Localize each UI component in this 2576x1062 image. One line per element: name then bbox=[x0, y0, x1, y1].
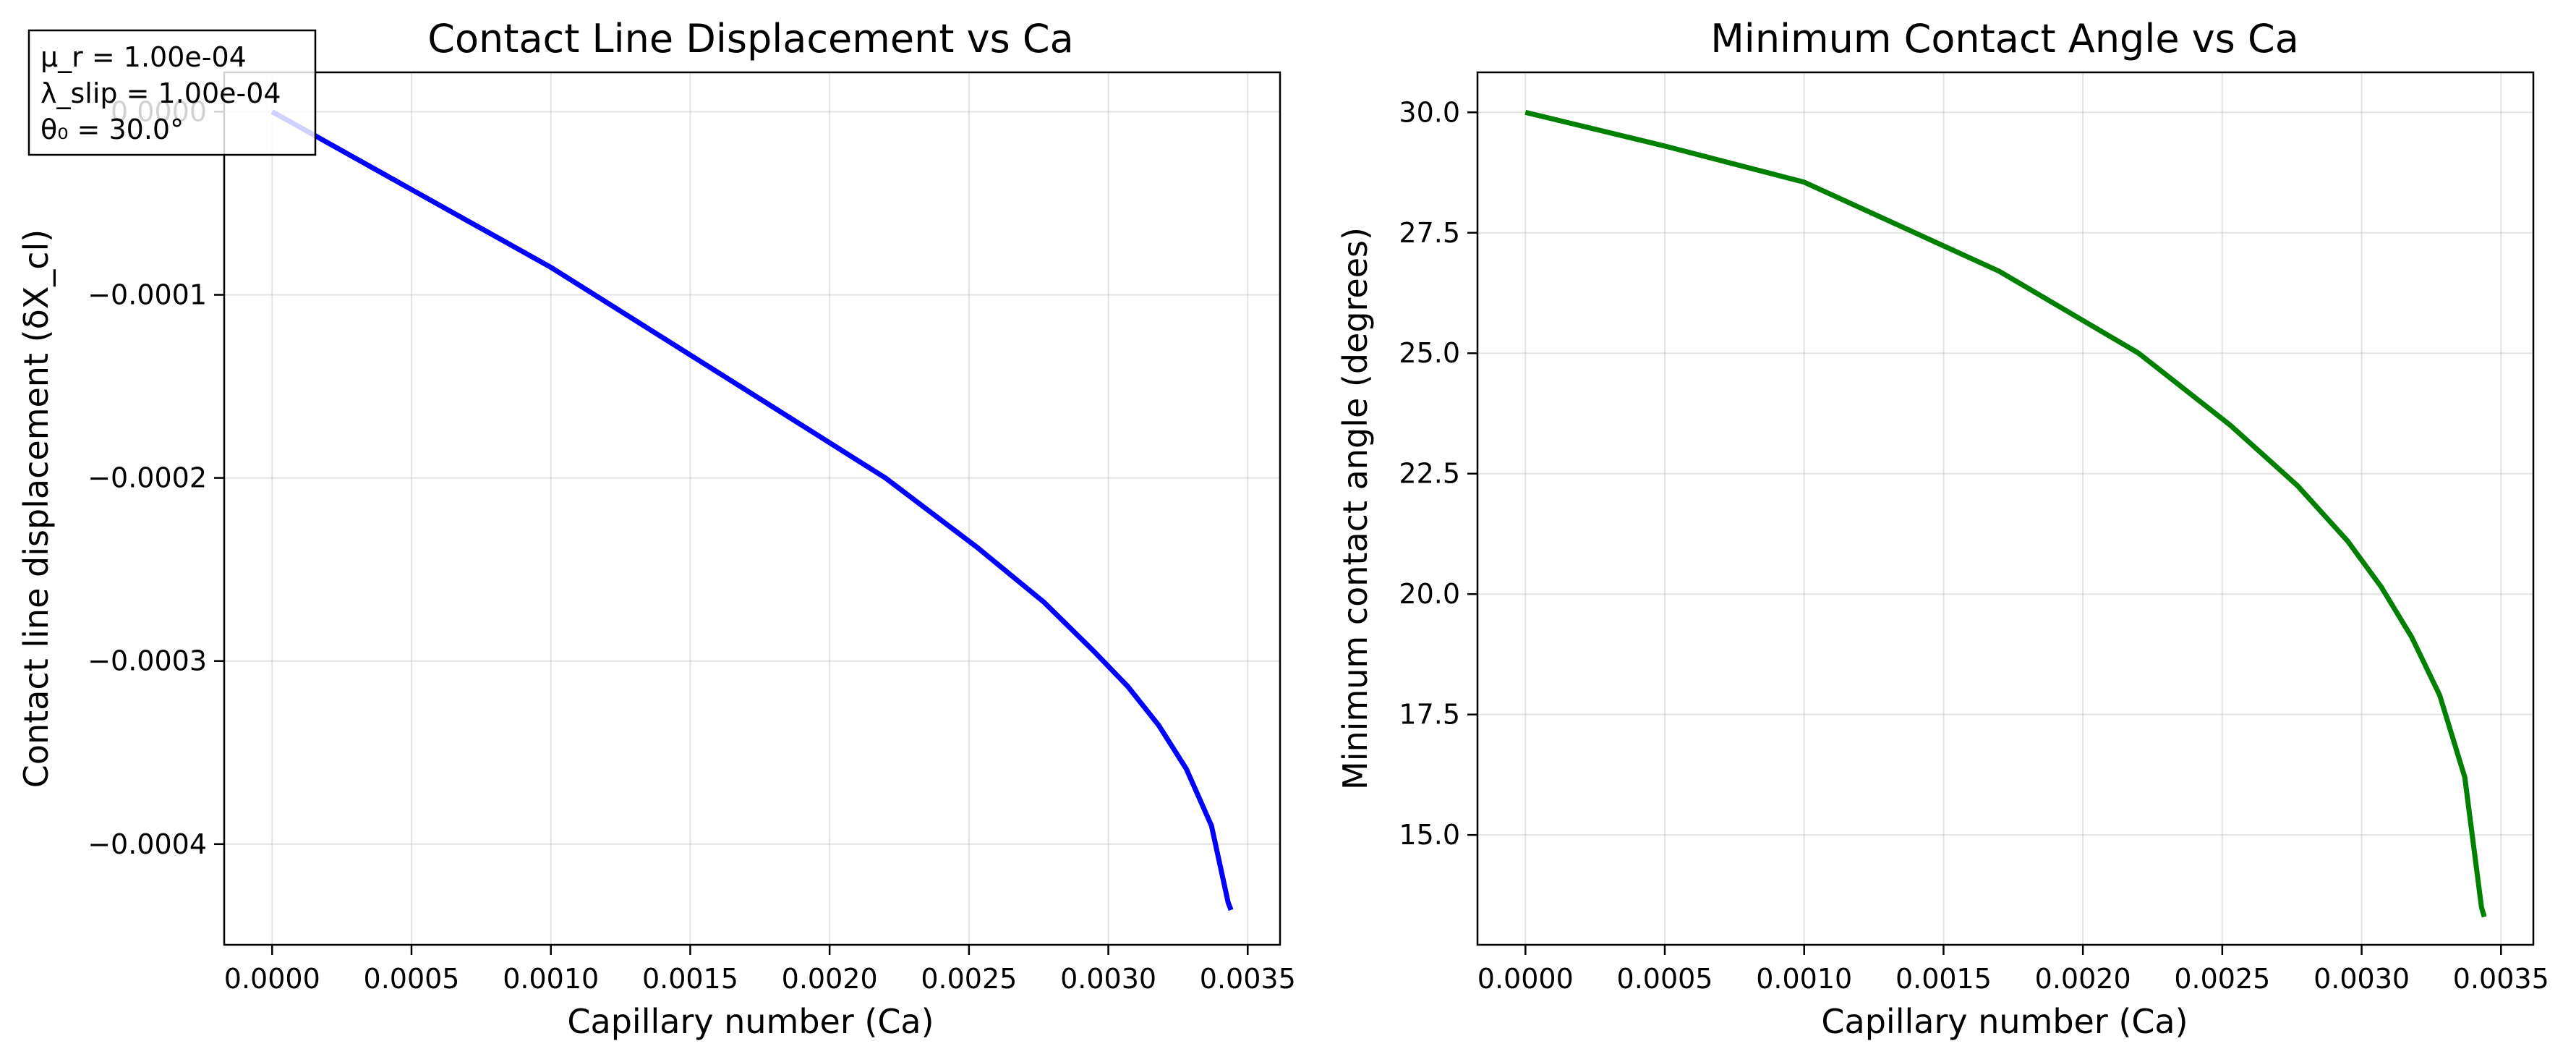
contact-angle-chart: Minimum Contact Angle vs Ca 0.0000 0.0005… bbox=[1336, 16, 2549, 1041]
y-tick-label: −0.0001 bbox=[88, 279, 207, 311]
x-tick-label: 0.0020 bbox=[2035, 963, 2131, 995]
y-tick-label: 22.5 bbox=[1399, 458, 1460, 490]
x-tick-label: 0.0015 bbox=[642, 963, 738, 995]
plot-frame bbox=[223, 71, 1281, 946]
y-axis-label: Contact line displacement (δX_cl) bbox=[17, 229, 56, 788]
y-axis-label: Minimum contact angle (degrees) bbox=[1336, 227, 1375, 790]
x-axis-label: Capillary number (Ca) bbox=[1821, 1002, 2188, 1041]
annotation-line: μ_r = 1.00e-04 bbox=[40, 41, 247, 73]
x-tick-label: 0.0000 bbox=[1477, 963, 1574, 995]
x-tick-label: 0.0030 bbox=[1060, 963, 1156, 995]
y-tick-label: −0.0003 bbox=[88, 645, 207, 677]
y-tick-label: 30.0 bbox=[1399, 96, 1460, 128]
x-axis-label: Capillary number (Ca) bbox=[567, 1002, 934, 1041]
y-tick-label: 20.0 bbox=[1399, 578, 1460, 610]
displacement-chart: Contact Line Displacement vs Ca 0.0000 0.… bbox=[17, 16, 1296, 1041]
plot-frame bbox=[1476, 71, 2535, 946]
y-tick-label: 25.0 bbox=[1399, 337, 1460, 369]
x-tick-label: 0.0020 bbox=[782, 963, 878, 995]
y-tick-label: 17.5 bbox=[1399, 699, 1460, 731]
x-tick-label: 0.0035 bbox=[2453, 963, 2549, 995]
x-tick-label: 0.0015 bbox=[1895, 963, 1992, 995]
annotation-line: λ_slip = 1.00e-04 bbox=[40, 77, 281, 109]
parameter-annotation: μ_r = 1.00e-04 λ_slip = 1.00e-04 θ₀ = 30… bbox=[27, 29, 317, 156]
x-tick-label: 0.0035 bbox=[1200, 963, 1296, 995]
series-line bbox=[1524, 109, 2487, 918]
x-tick-label: 0.0000 bbox=[224, 963, 320, 995]
y-tick-label: −0.0004 bbox=[88, 828, 207, 860]
x-tick-label: 0.0005 bbox=[1617, 963, 1713, 995]
x-tick-label: 0.0025 bbox=[2174, 963, 2270, 995]
x-tick-label: 0.0010 bbox=[1756, 963, 1852, 995]
x-tick-label: 0.0005 bbox=[364, 963, 460, 995]
annotation-line: θ₀ = 30.0° bbox=[40, 114, 184, 145]
x-tick-label: 0.0010 bbox=[503, 963, 599, 995]
x-tick-label: 0.0025 bbox=[921, 963, 1017, 995]
y-tick-label: 27.5 bbox=[1399, 217, 1460, 249]
series-line bbox=[270, 109, 1234, 912]
x-tick-label: 0.0030 bbox=[2313, 963, 2410, 995]
chart-title: Minimum Contact Angle vs Ca bbox=[1710, 16, 2299, 61]
annotation-box bbox=[27, 29, 317, 156]
y-tick-label: 15.0 bbox=[1399, 819, 1460, 851]
y-tick-label: −0.0002 bbox=[88, 462, 207, 494]
chart-title: Contact Line Displacement vs Ca bbox=[427, 16, 1073, 61]
